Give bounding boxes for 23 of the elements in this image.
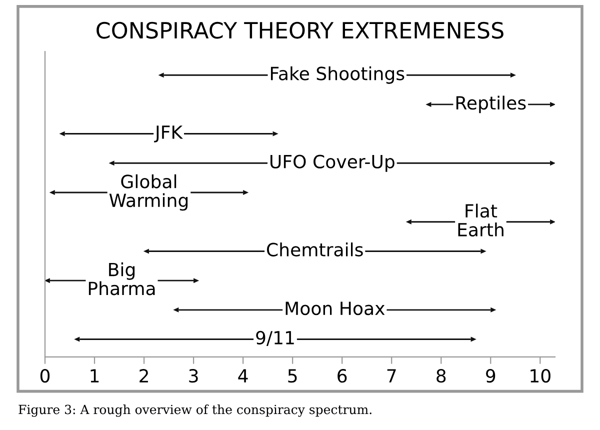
y-tick-label: Big Pharma xyxy=(88,262,155,296)
y-tick-label: Global Warming xyxy=(109,174,188,211)
x-tick-label: 2 xyxy=(140,369,148,382)
y-tick-label: Reptiles xyxy=(456,96,526,114)
y-tick-label: Fake Shootings xyxy=(270,66,404,84)
y-tick-label: Chemtrails xyxy=(266,242,363,256)
x-tick-label: 4 xyxy=(238,369,248,382)
x-tick-label: 9 xyxy=(486,369,496,383)
caption: Figure 3: A rough overview of the conspiracy spectrum. xyxy=(18,404,372,417)
x-tick-label: 1 xyxy=(90,369,99,382)
x-tick-label: 5 xyxy=(288,369,297,383)
x-tick-label: 8 xyxy=(436,369,446,383)
x-tick-label: 10 xyxy=(530,369,550,383)
y-tick-label: UFO Cover-Up xyxy=(270,154,394,172)
x-tick-label: 7 xyxy=(387,369,396,382)
x-tick-label: 0 xyxy=(40,369,50,383)
y-tick-label: 9/11 xyxy=(256,330,294,346)
x-tick-label: 3 xyxy=(189,369,198,383)
y-tick-label: Flat Earth xyxy=(458,204,504,237)
chart-title: CONSPIRACY THEORY EXTREMENESS xyxy=(96,22,504,39)
x-tick-label: 6 xyxy=(338,369,347,383)
y-tick-label: Moon Hoax xyxy=(286,302,385,316)
y-tick-label: JFK xyxy=(154,126,183,142)
